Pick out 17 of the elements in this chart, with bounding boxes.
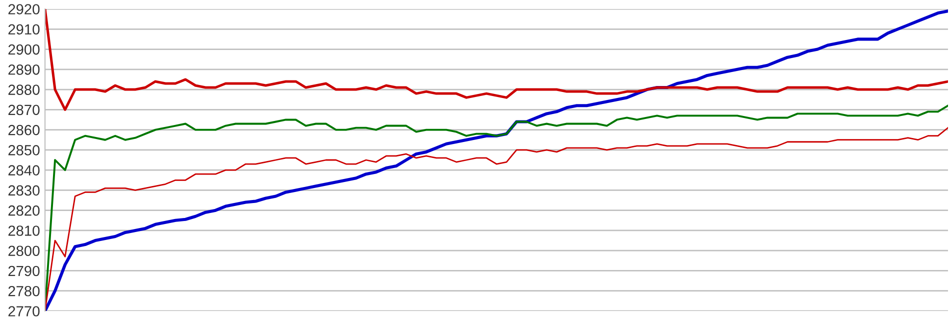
y-tick-label: 2780 bbox=[8, 286, 40, 296]
y-tick-label: 2810 bbox=[8, 226, 40, 236]
y-tick-label: 2800 bbox=[8, 246, 40, 256]
y-tick-label: 2890 bbox=[8, 64, 40, 75]
line-series bbox=[45, 9, 948, 311]
y-tick-label: 2860 bbox=[8, 124, 40, 136]
y-tick-label: 2910 bbox=[8, 24, 40, 35]
y-tick-label: 2770 bbox=[8, 306, 40, 316]
y-tick-label: 2830 bbox=[8, 185, 40, 196]
y-tick-label: 2880 bbox=[8, 84, 40, 95]
y-tick-label: 2870 bbox=[8, 104, 40, 116]
y-tick-label: 2920 bbox=[8, 4, 40, 14]
y-tick-label: 2840 bbox=[8, 165, 40, 176]
y-tick-label: 2790 bbox=[8, 266, 40, 276]
y-tick-label: 2900 bbox=[8, 44, 40, 55]
y-tick-label: 2850 bbox=[8, 145, 40, 156]
y-tick-label: 2820 bbox=[8, 205, 40, 216]
